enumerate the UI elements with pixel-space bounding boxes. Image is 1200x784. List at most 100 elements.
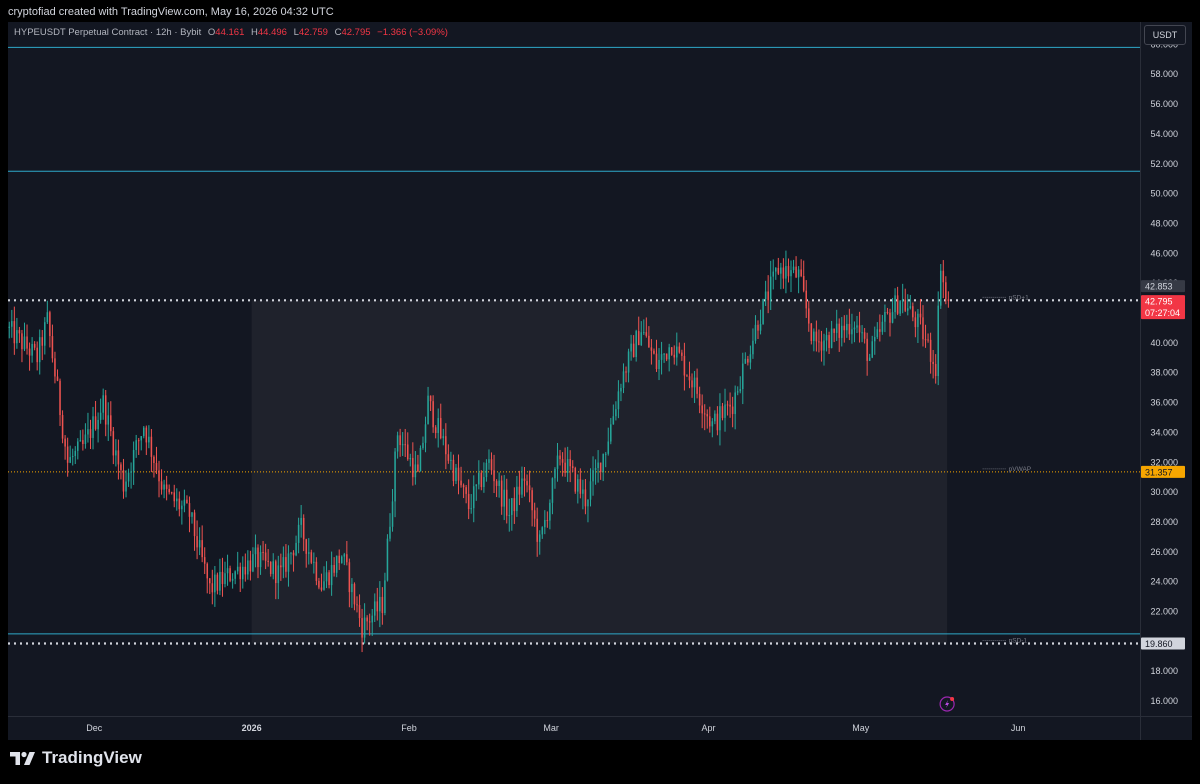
candle-body-234	[602, 454, 604, 473]
last-price-tag: 42.795	[1145, 297, 1173, 307]
candle-body-2	[13, 321, 16, 344]
candle-body-95	[249, 560, 252, 572]
sd-plus-tag: 42.853	[1145, 282, 1173, 292]
open-label: O	[207, 27, 216, 38]
candle-body-72	[191, 512, 193, 517]
candle-body-258	[663, 353, 665, 355]
candle-body-165	[427, 395, 429, 425]
candle-body-163	[422, 442, 424, 449]
candle-body-190	[490, 459, 493, 471]
candle-body-203	[523, 478, 526, 481]
candle-body-54	[145, 427, 148, 443]
candle-body-204	[526, 480, 528, 486]
candle-body-154	[399, 435, 401, 446]
candle-body-219	[564, 462, 566, 473]
candle-body-301	[772, 271, 775, 277]
candle-body-35	[97, 419, 99, 430]
price-chart[interactable]: 16.00018.00020.00022.00024.00026.00028.0…	[8, 22, 1192, 740]
candle-body-271	[696, 377, 698, 394]
currency-button[interactable]: USDT	[1144, 25, 1186, 45]
symbol-info: HYPEUSDT Perpetual Contract · 12h · Bybi…	[14, 27, 202, 38]
y-tick-label: 48.000	[1150, 218, 1178, 228]
candle-body-360	[922, 317, 924, 340]
candle-body-78	[206, 563, 209, 579]
candle-body-40	[110, 415, 112, 432]
candle-body-212	[546, 520, 549, 522]
last-price-tag-bg	[1141, 295, 1185, 320]
candle-body-289	[742, 363, 744, 389]
x-tick-label: Feb	[401, 723, 417, 733]
candle-body-323	[828, 335, 830, 348]
low-value: 42.759	[298, 27, 328, 38]
candle-body-174	[450, 459, 452, 461]
candle-body-216	[556, 455, 559, 469]
candle-body-75	[198, 540, 201, 548]
candle-body-100	[262, 552, 264, 554]
annotation-psd: pSD-1	[1009, 637, 1028, 644]
candle-body-178	[460, 480, 462, 486]
y-tick-label: 16.000	[1150, 696, 1178, 706]
candle-body-334	[856, 325, 858, 328]
candle-body-138	[358, 605, 361, 619]
candle-body-20	[59, 380, 61, 416]
candle-body-337	[863, 332, 866, 339]
candle-body-58	[155, 463, 158, 471]
candle-body-253	[650, 347, 653, 351]
candle-body-353	[904, 299, 906, 311]
candle-body-124	[323, 581, 325, 590]
candle-body-41	[112, 431, 115, 456]
candle-body-354	[906, 308, 909, 311]
y-tick-label: 36.000	[1150, 398, 1178, 408]
candle-body-368	[942, 270, 945, 283]
y-tick-label: 52.000	[1150, 159, 1178, 169]
candle-body-160	[414, 464, 417, 478]
candle-body-112	[292, 552, 295, 556]
candle-body-230	[592, 470, 594, 482]
change-value: −1.366 (−3.09%)	[377, 27, 448, 38]
candle-body-233	[599, 462, 602, 473]
candle-body-10	[33, 343, 36, 348]
candle-body-251	[645, 332, 648, 336]
candle-body-265	[681, 352, 683, 356]
high-value: 44.496	[257, 27, 287, 38]
y-tick-label: 24.000	[1150, 577, 1178, 587]
candle-body-180	[465, 487, 467, 494]
candle-body-336	[861, 332, 863, 334]
candle-body-81	[214, 574, 216, 593]
chart-pane[interactable]: 16.00018.00020.00022.00024.00026.00028.0…	[8, 22, 1192, 740]
candle-body-355	[909, 306, 912, 309]
candle-body-34	[94, 416, 97, 430]
candle-body-168	[434, 427, 437, 433]
candle-body-171	[442, 436, 445, 439]
candle-body-73	[193, 512, 196, 537]
candle-body-0	[8, 326, 11, 328]
candle-body-306	[785, 266, 787, 279]
candle-body-144	[373, 601, 376, 616]
candle-body-261	[670, 347, 673, 355]
candle-body-106	[277, 565, 280, 584]
candle-body-193	[498, 480, 500, 486]
candle-body-101	[264, 552, 267, 561]
candle-body-351	[899, 301, 901, 314]
candle-body-284	[729, 404, 731, 407]
candle-body-352	[901, 299, 904, 302]
high-label: H	[251, 27, 258, 38]
candle-body-282	[724, 404, 726, 418]
candle-body-185	[478, 472, 480, 485]
candle-body-319	[818, 341, 820, 343]
candle-body-257	[660, 354, 663, 360]
y-tick-label: 22.000	[1150, 607, 1178, 617]
candle-body-357	[914, 317, 917, 328]
candle-body-61	[163, 484, 165, 490]
candle-body-25	[71, 456, 74, 458]
candle-body-327	[838, 323, 841, 338]
y-tick-label: 56.000	[1150, 99, 1178, 109]
candle-body-262	[673, 354, 676, 358]
candle-body-247	[635, 331, 637, 358]
symbol-legend: HYPEUSDT Perpetual Contract · 12h · Bybi…	[14, 27, 448, 38]
candle-body-225	[579, 479, 582, 494]
candle-body-169	[437, 418, 439, 433]
candle-body-232	[597, 462, 599, 469]
candle-body-50	[135, 440, 137, 451]
candle-body-64	[170, 492, 173, 494]
